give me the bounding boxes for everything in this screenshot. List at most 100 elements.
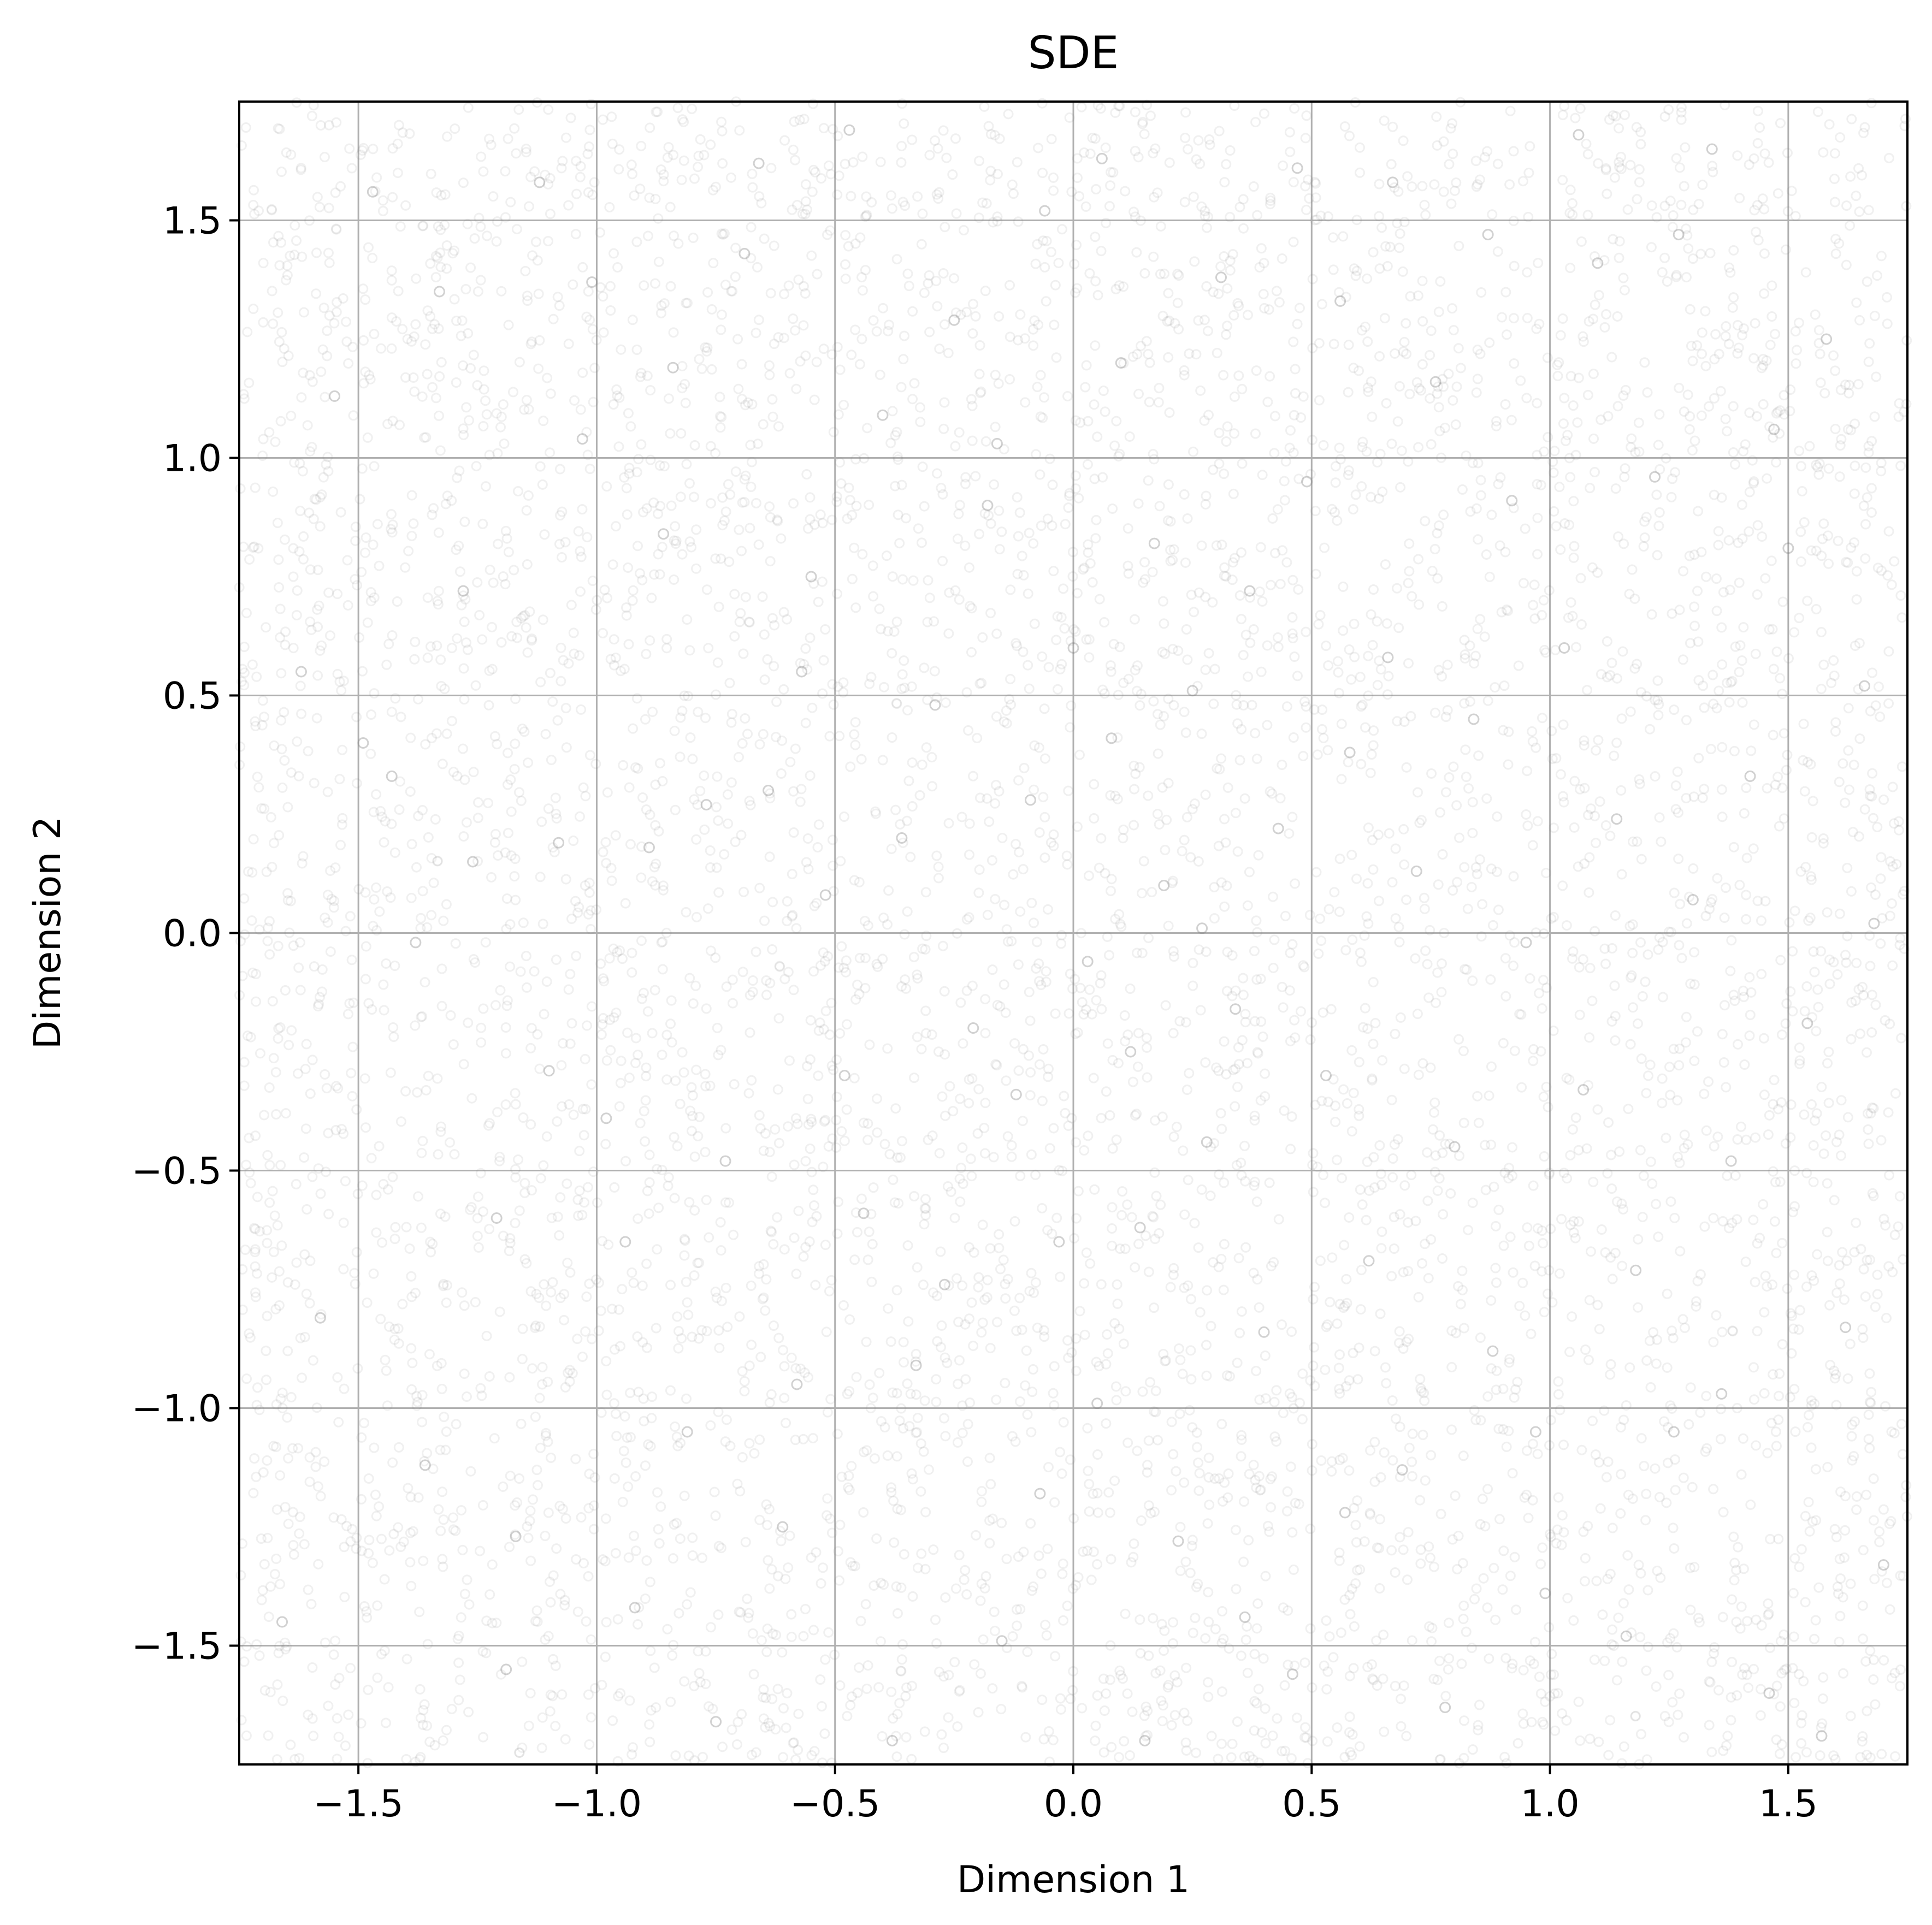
scatter-point [1287, 633, 1298, 644]
scatter-point [747, 182, 758, 193]
scatter-point [365, 596, 376, 607]
scatter-point [1067, 983, 1078, 994]
scatter-point [1132, 1446, 1143, 1456]
scatter-point [1828, 350, 1839, 361]
scatter-point [1637, 991, 1648, 1002]
scatter-point [371, 1227, 382, 1238]
scatter-point [426, 853, 437, 864]
scatter-point [280, 639, 291, 650]
scatter-point [375, 805, 386, 816]
scatter-point [1708, 1337, 1719, 1348]
scatter-point [410, 1756, 421, 1767]
scatter-point [1860, 462, 1871, 473]
scatter-point [755, 1352, 766, 1363]
scatter-point [1544, 1167, 1555, 1178]
scatter-point [783, 1562, 794, 1573]
scatter-point [1482, 229, 1494, 241]
scatter-point [1154, 819, 1165, 830]
scatter-point [1413, 442, 1424, 453]
scatter-point [713, 601, 724, 612]
scatter-point [1033, 958, 1044, 969]
scatter-point [923, 278, 933, 289]
scatter-point [288, 543, 299, 554]
scatter-point [700, 713, 711, 724]
scatter-point [1807, 1516, 1818, 1527]
scatter-point [1103, 1487, 1114, 1498]
scatter-point [1060, 1107, 1071, 1118]
scatter-point [1346, 1583, 1357, 1594]
scatter-point [965, 1153, 976, 1164]
scatter-point [1339, 1507, 1351, 1519]
scatter-point [1635, 127, 1646, 138]
scatter-point [626, 159, 637, 170]
scatter-point [1038, 1325, 1049, 1336]
scatter-point [1818, 518, 1829, 529]
scatter-point [1437, 601, 1447, 612]
scatter-point [1324, 1631, 1335, 1642]
scatter-point [820, 1240, 831, 1251]
scatter-point [523, 490, 534, 501]
scatter-point [1013, 959, 1024, 970]
scatter-point [1450, 1490, 1461, 1501]
scatter-point [773, 332, 784, 343]
scatter-point [1234, 202, 1245, 212]
scatter-point [434, 371, 445, 382]
scatter-point [832, 682, 843, 692]
scatter-point [979, 1123, 990, 1134]
scatter-point [838, 677, 849, 688]
scatter-point [1725, 1155, 1737, 1167]
scatter-point [1691, 1301, 1701, 1312]
scatter-point [1532, 1448, 1543, 1459]
scatter-point [1267, 788, 1278, 799]
scatter-point [1890, 1088, 1901, 1099]
scatter-point [1066, 1347, 1077, 1358]
scatter-point [347, 1524, 358, 1535]
scatter-point [1864, 930, 1875, 941]
scatter-point [305, 1088, 316, 1099]
scatter-point [619, 1236, 631, 1248]
scatter-point [1771, 1248, 1782, 1259]
scatter-point [635, 371, 646, 382]
scatter-point [636, 841, 647, 852]
scatter-point [835, 457, 846, 468]
scatter-point [1414, 383, 1425, 394]
scatter-point [1020, 1380, 1031, 1391]
scatter-point [929, 616, 940, 627]
scatter-point [1191, 154, 1202, 165]
scatter-point [834, 1575, 845, 1586]
scatter-point [654, 460, 665, 471]
scatter-point [746, 457, 757, 467]
scatter-point [1236, 1451, 1246, 1462]
scatter-point [263, 922, 274, 933]
scatter-point [510, 1530, 522, 1542]
scatter-point [362, 1298, 373, 1308]
scatter-point [1113, 1752, 1124, 1763]
scatter-point [307, 1662, 318, 1673]
scatter-point [1150, 1115, 1161, 1126]
scatter-point [663, 393, 674, 404]
scatter-point [1574, 784, 1585, 795]
scatter-point [1447, 885, 1458, 896]
scatter-point [1710, 329, 1721, 340]
scatter-point [1221, 1069, 1232, 1080]
scatter-point [1712, 1132, 1723, 1142]
scatter-point [755, 1123, 766, 1134]
scatter-point [629, 1602, 641, 1614]
scatter-point [1219, 251, 1230, 262]
scatter-point [1352, 1495, 1363, 1506]
scatter-point [1204, 139, 1215, 150]
scatter-point [1215, 271, 1227, 283]
scatter-point [1866, 507, 1877, 518]
scatter-point [1768, 1166, 1779, 1177]
scatter-point [1457, 1284, 1468, 1295]
scatter-point [406, 892, 417, 903]
scatter-point [1577, 1084, 1590, 1096]
scatter-point [657, 542, 667, 553]
scatter-point [1842, 424, 1853, 435]
scatter-point [1438, 510, 1449, 520]
scatter-point [875, 157, 886, 168]
scatter-point [636, 935, 647, 946]
scatter-point [1554, 1268, 1565, 1279]
scatter-point [1830, 234, 1841, 245]
scatter-point [1139, 268, 1150, 279]
